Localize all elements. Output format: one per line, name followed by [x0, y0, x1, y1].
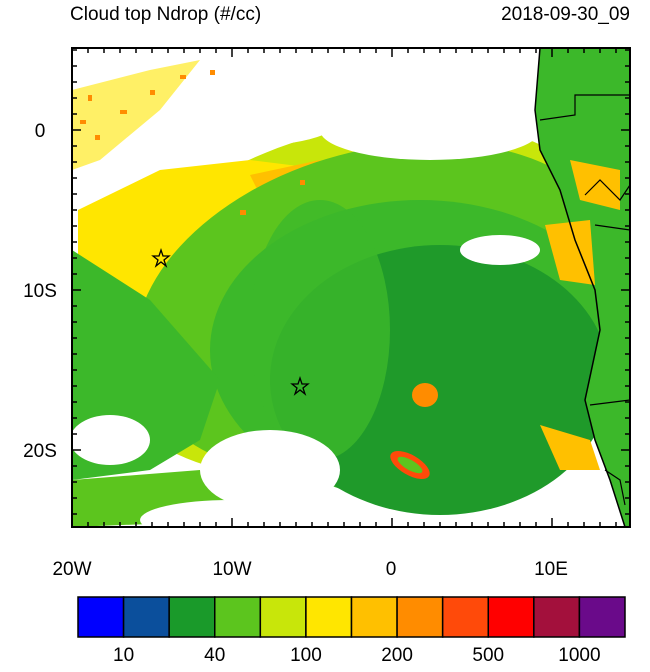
map-field [72, 48, 630, 527]
timestamp: 2018-09-30_09 [501, 4, 630, 25]
colorbar-label: 1000 [558, 645, 600, 666]
map-frame [71, 47, 631, 528]
colorbar-label: 100 [290, 645, 322, 666]
lon-label: 10E [534, 559, 568, 580]
colorbar-box [259, 596, 307, 638]
lat-label: 0 [35, 121, 46, 142]
colorbar-box [214, 596, 262, 638]
colorbar-box [77, 596, 125, 638]
colorbar-label: 10 [113, 645, 134, 666]
colorbar-label: 40 [204, 645, 225, 666]
colorbar-label: 200 [381, 645, 413, 666]
colorbar-box [533, 596, 581, 638]
title: Cloud top Ndrop (#/cc) [70, 4, 261, 25]
colorbar-box [122, 596, 170, 638]
colorbar-box [168, 596, 216, 638]
colorbar-box [396, 596, 444, 638]
colorbar-box [305, 596, 353, 638]
lon-label: 10W [212, 559, 251, 580]
colorbar-label: 500 [472, 645, 504, 666]
axis-ticks [71, 48, 630, 527]
colorbar-box [578, 596, 626, 638]
colorbar-box [441, 596, 489, 638]
colorbar: 10 40 100 200 500 1000 [77, 596, 626, 666]
lat-label: 10S [23, 281, 57, 302]
lat-label: 20S [23, 441, 57, 462]
lon-label: 0 [386, 559, 397, 580]
colorbar-box [350, 596, 398, 638]
lon-label: 20W [52, 559, 91, 580]
colorbar-box [487, 596, 535, 638]
